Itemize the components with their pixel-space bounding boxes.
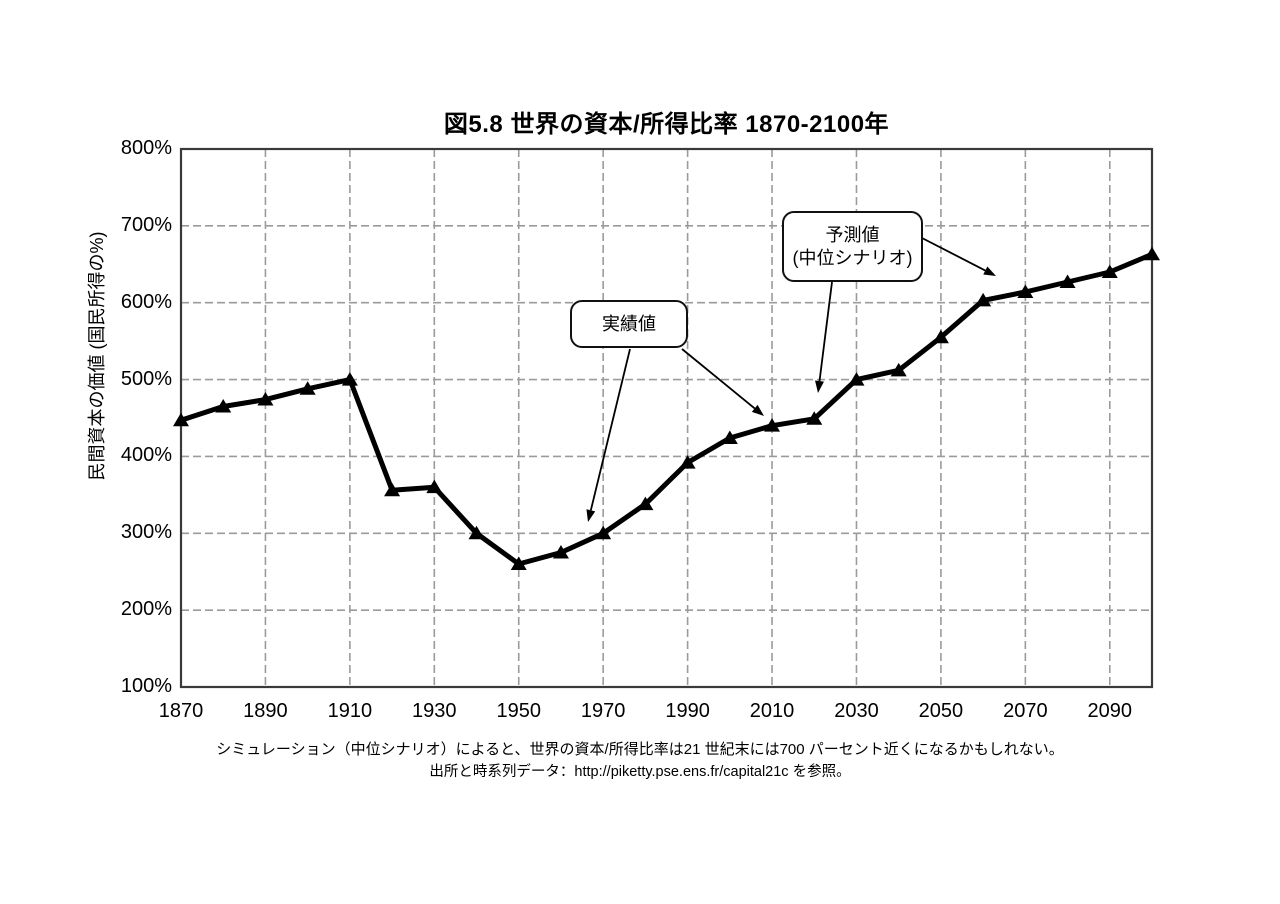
gridlines (181, 149, 1152, 687)
annotation-forecast-values: 予測値 (中位シナリオ) (782, 211, 923, 282)
data-point-markers (173, 246, 1160, 571)
chart-title: 図5.8 世界の資本/所得比率 1870-2100年 (443, 111, 890, 138)
x-tick-label: 2050 (918, 700, 964, 722)
annotation-actual-label: 実績値 (602, 314, 656, 334)
annotation-actual-values: 実績値 (570, 300, 688, 348)
x-tick-label: 2090 (1087, 700, 1133, 722)
y-tick-label: 700% (120, 213, 172, 236)
y-tick-label: 100% (120, 675, 172, 697)
caption-summary: シミュレーション（中位シナリオ）によると、世界の資本/所得比率は21 世紀末には… (216, 741, 1064, 758)
x-tick-label: 2010 (749, 700, 795, 722)
x-tick-label: 1910 (327, 700, 373, 722)
x-tick-label: 1950 (496, 700, 541, 722)
capital-income-ratio-line (178, 251, 1155, 567)
x-tick-label: 1970 (580, 700, 626, 722)
caption-source: 出所と時系列データ：http://piketty.pse.ens.fr/capi… (429, 764, 851, 780)
plot-area (173, 147, 1160, 689)
x-tick-label: 1870 (158, 700, 204, 722)
y-tick-label: 300% (120, 521, 172, 544)
y-tick-label: 500% (120, 367, 172, 390)
y-axis-title: 民間資本の価値 (国民所得の%) (87, 231, 107, 481)
x-tick-label: 2070 (1003, 700, 1048, 722)
annotation-forecast-label-line2: (中位シナリオ) (792, 248, 913, 268)
y-tick-label: 200% (120, 598, 172, 621)
annotation-arrows (586, 237, 996, 522)
x-tick-label: 2030 (834, 700, 879, 722)
plot-border (179, 147, 1154, 689)
x-tick-label: 1890 (243, 700, 288, 722)
y-tick-label: 400% (120, 444, 172, 467)
y-tick-label: 600% (120, 290, 172, 313)
x-tick-label: 1990 (665, 700, 710, 722)
y-tick-label: 800% (120, 137, 172, 159)
annotation-forecast-label-line1: 予測値 (825, 225, 880, 245)
x-tick-label: 1930 (412, 700, 457, 722)
